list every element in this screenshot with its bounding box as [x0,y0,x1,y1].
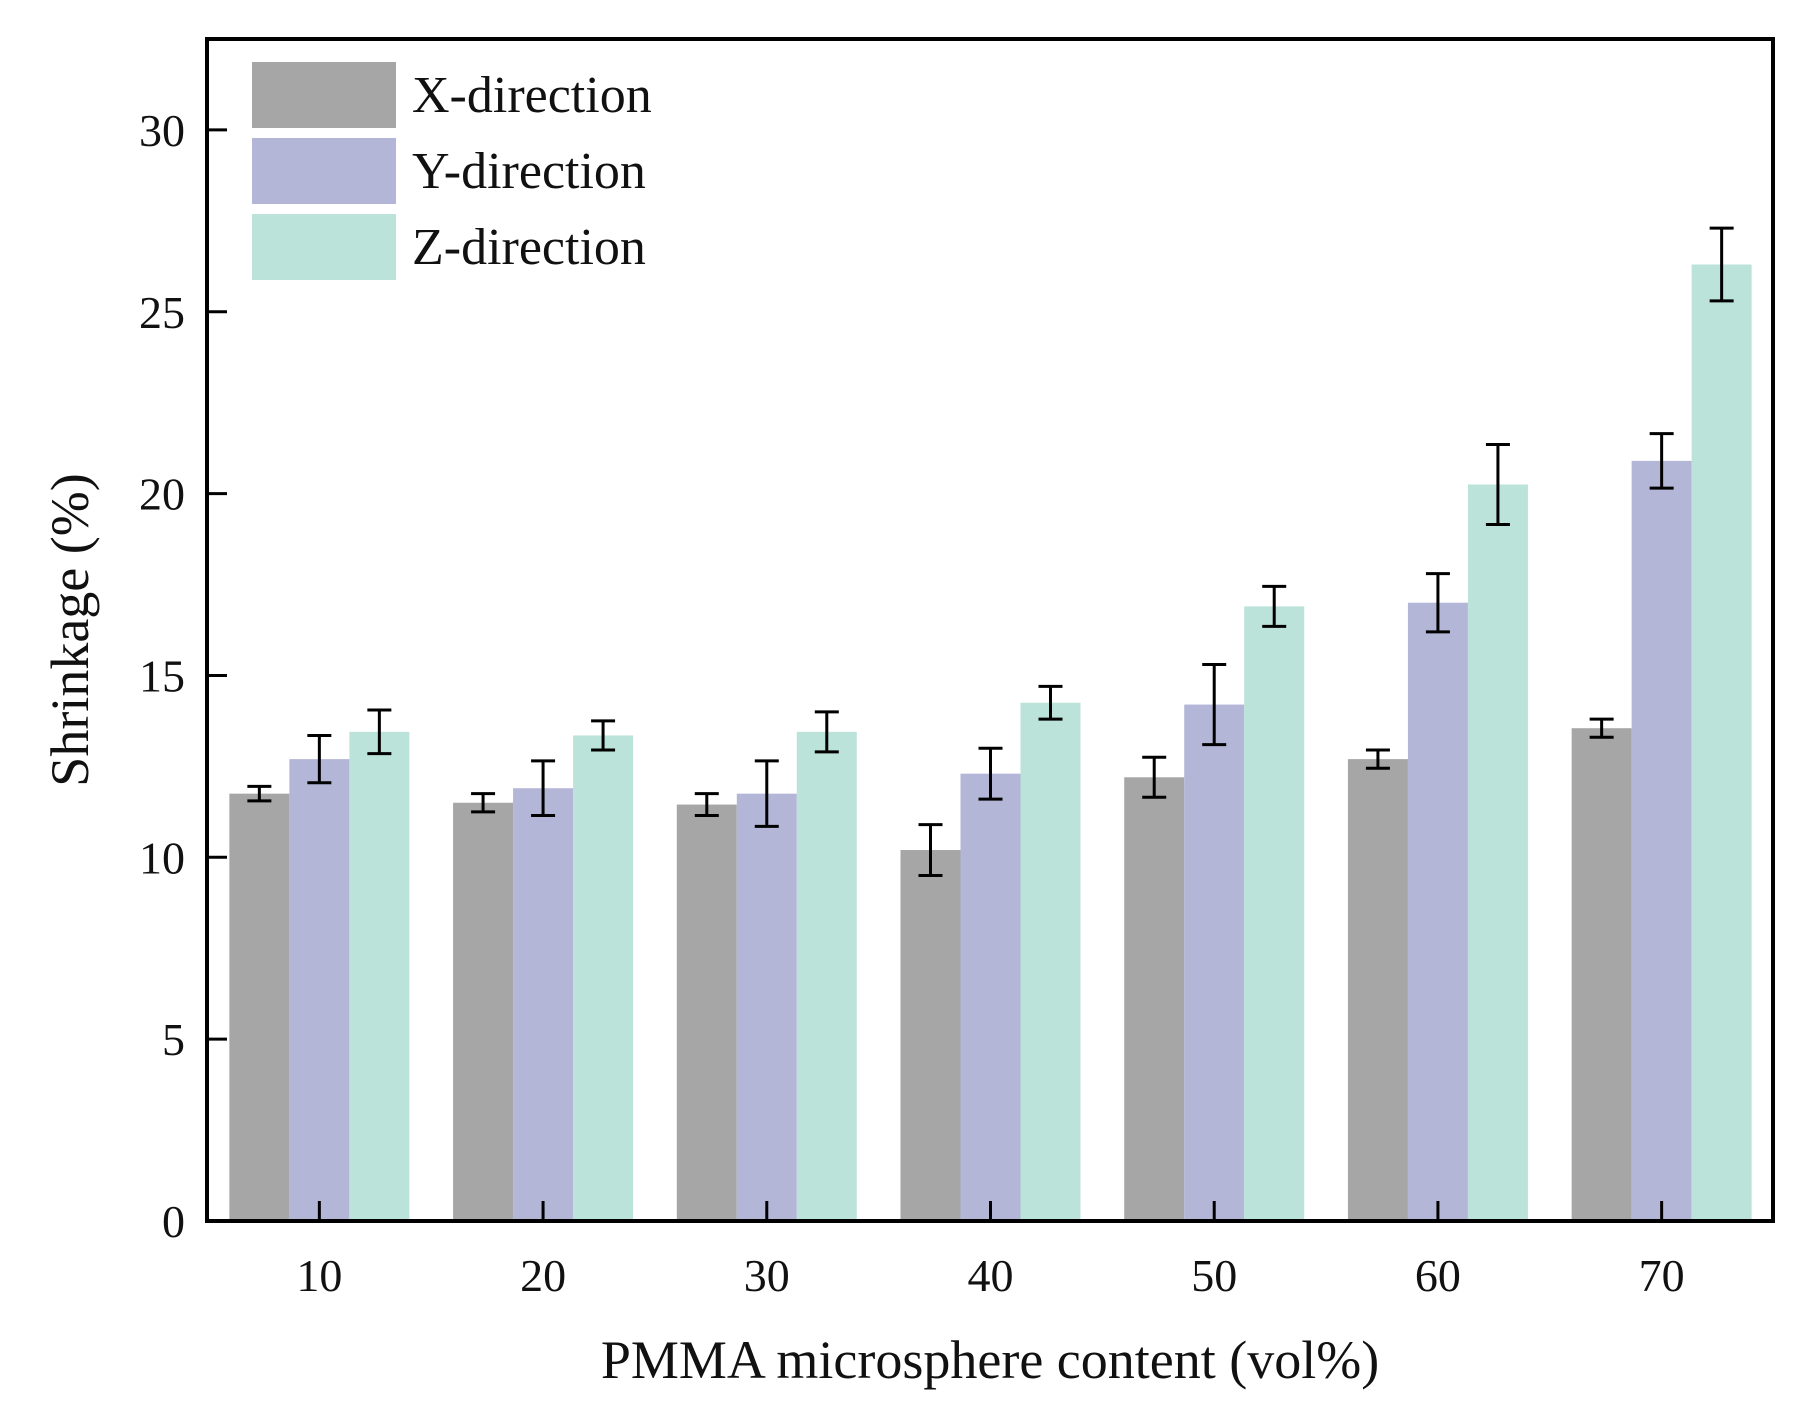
y-axis: 0 5 10 15 20 25 30 [139,105,227,1247]
error-bar-x-direction-10 [247,784,272,803]
error-bar-x-direction-30 [694,792,719,817]
x-axis: 10 20 30 40 50 60 70 [296,1201,1685,1301]
error-bar-y-direction-70 [1649,432,1674,490]
legend: X-direction Y-direction Z-direction [252,62,652,280]
bar-z-direction-60 [1467,484,1528,1221]
x-tick-label: 50 [1191,1250,1237,1301]
bar-x-direction-10 [229,793,290,1221]
x-tick-label: 10 [296,1250,342,1301]
legend-label: Z-direction [412,219,646,276]
legend-label: Y-direction [412,143,646,200]
x-tick-label: 70 [1639,1250,1685,1301]
bar-y-direction-20 [513,788,574,1221]
error-bar-y-direction-30 [754,759,779,828]
legend-item-z-direction: Z-direction [252,214,646,280]
x-axis-title: PMMA microsphere content (vol%) [601,1330,1379,1390]
error-bar-x-direction-60 [1365,748,1390,770]
bar-z-direction-40 [1020,702,1081,1221]
legend-swatch [252,62,396,128]
y-tick-label: 15 [139,650,185,701]
error-bar-y-direction-10 [307,733,332,785]
error-bar-y-direction-60 [1425,572,1450,634]
y-tick-label: 30 [139,105,185,156]
bar-y-direction-60 [1407,602,1468,1221]
bar-z-direction-10 [349,731,410,1221]
legend-swatch [252,138,396,204]
legend-item-x-direction: X-direction [252,62,652,128]
bar-x-direction-60 [1347,759,1408,1221]
bar-x-direction-40 [900,850,961,1221]
legend-item-y-direction: Y-direction [252,138,646,204]
bar-x-direction-50 [1124,777,1185,1221]
error-bar-z-direction-60 [1485,443,1510,527]
y-tick-label: 0 [162,1196,185,1247]
error-bar-y-direction-20 [531,759,556,817]
error-bar-z-direction-20 [591,719,616,752]
error-bar-z-direction-50 [1262,584,1287,628]
bar-x-direction-30 [676,804,737,1221]
error-bar-z-direction-30 [814,710,839,754]
legend-swatch [252,214,396,280]
error-bar-z-direction-70 [1709,226,1734,303]
error-bar-x-direction-40 [918,823,943,877]
y-tick-label: 25 [139,287,185,338]
bar-x-direction-70 [1571,728,1632,1221]
bar-z-direction-50 [1244,606,1305,1221]
bar-z-direction-70 [1691,264,1752,1221]
error-bar-z-direction-40 [1038,684,1063,721]
bars-layer [229,264,1752,1222]
y-tick-label: 10 [139,832,185,883]
bar-z-direction-20 [573,735,634,1221]
error-bar-y-direction-50 [1202,663,1227,747]
error-bar-x-direction-70 [1589,717,1614,739]
error-bar-x-direction-20 [471,792,496,814]
bar-y-direction-40 [960,773,1021,1221]
x-tick-label: 40 [968,1250,1014,1301]
x-tick-label: 30 [744,1250,790,1301]
bar-y-direction-30 [736,793,797,1221]
bar-y-direction-70 [1631,460,1692,1222]
bar-x-direction-20 [453,802,514,1221]
error-bar-x-direction-50 [1142,755,1167,799]
y-tick-label: 20 [139,469,185,520]
x-tick-label: 60 [1415,1250,1461,1301]
bar-y-direction-50 [1184,704,1245,1221]
bar-z-direction-30 [796,731,857,1221]
y-tick-label: 5 [162,1014,185,1065]
x-tick-label: 20 [520,1250,566,1301]
error-bars-layer [247,226,1734,877]
y-axis-title: Shrinkage (%) [40,473,100,786]
legend-label: X-direction [412,67,652,124]
error-bar-y-direction-40 [978,746,1003,801]
bar-y-direction-10 [289,759,350,1221]
error-bar-z-direction-10 [367,708,392,756]
